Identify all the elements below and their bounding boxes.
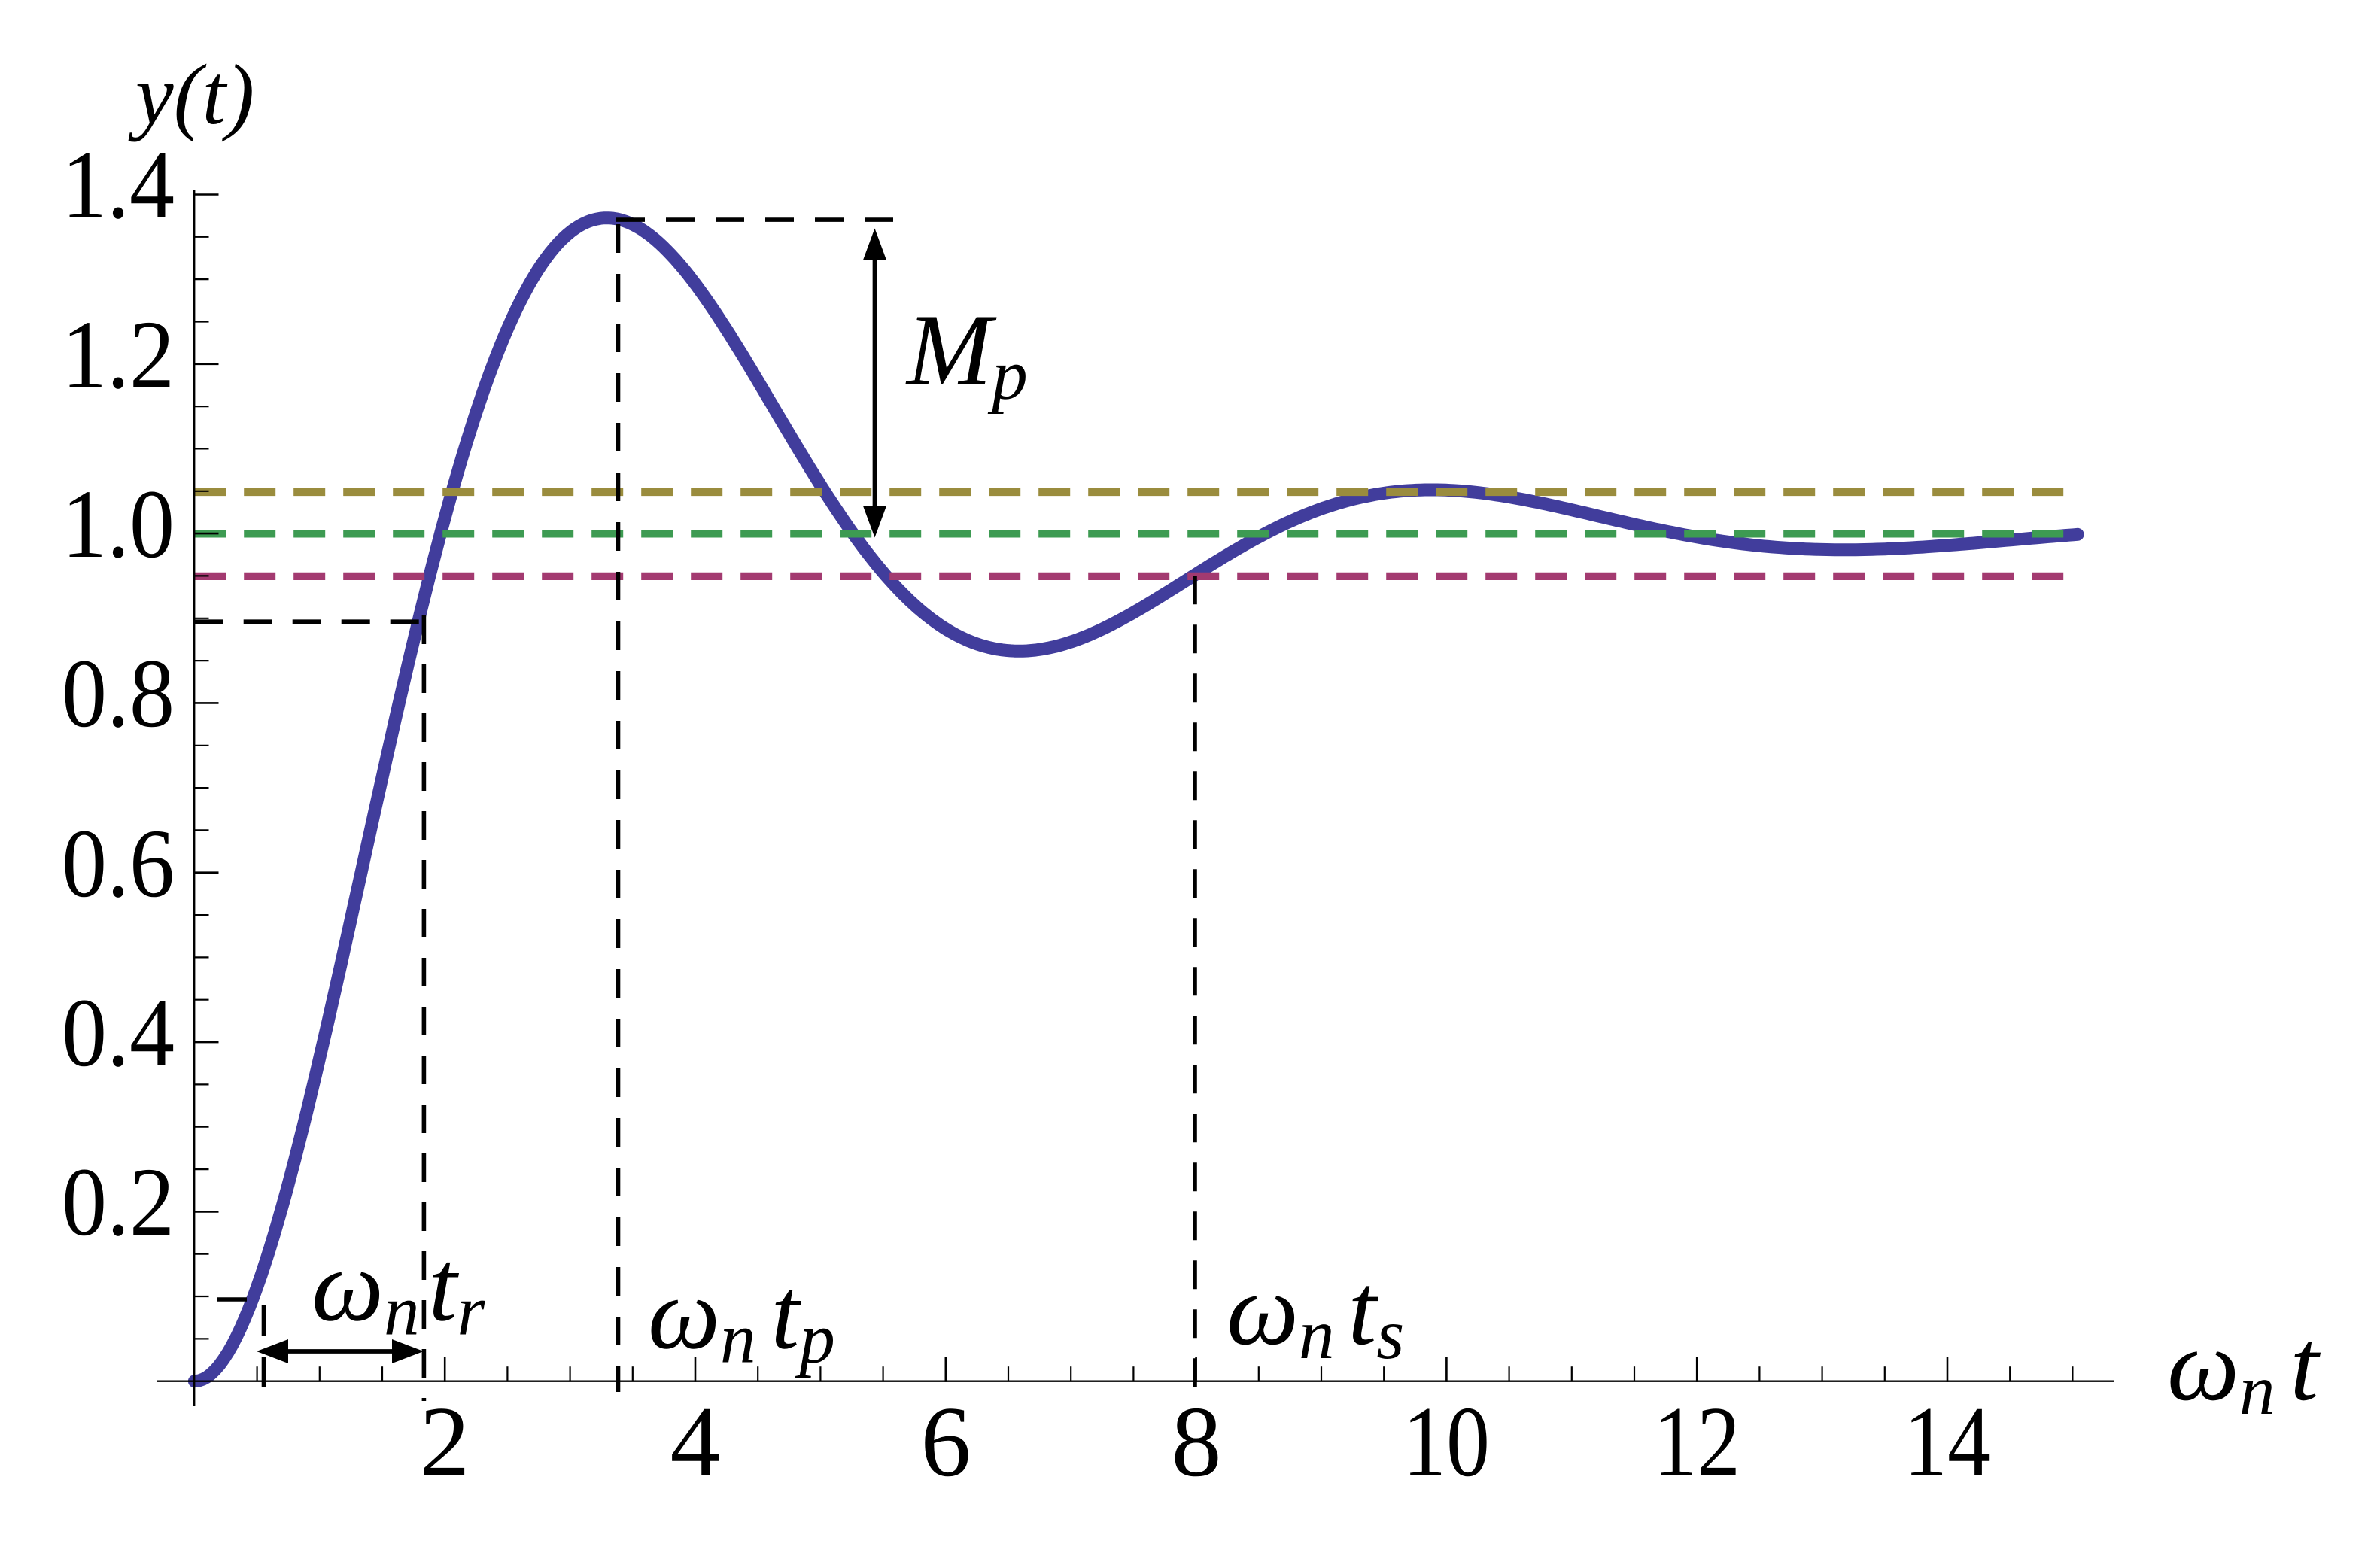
svg-text:10: 10: [1403, 1386, 1490, 1497]
svg-text:8: 8: [1172, 1386, 1222, 1497]
svg-text:6: 6: [921, 1386, 971, 1497]
svg-text:2: 2: [420, 1386, 470, 1497]
svg-text:0.4: 0.4: [62, 979, 175, 1087]
svg-text:0.6: 0.6: [62, 810, 175, 918]
svg-text:12: 12: [1653, 1386, 1740, 1497]
svg-text:0.2: 0.2: [62, 1148, 175, 1257]
svg-text:1.4: 1.4: [62, 131, 175, 239]
svg-text:y(t): y(t): [128, 47, 254, 142]
svg-text:0.8: 0.8: [62, 640, 175, 748]
svg-text:1.2: 1.2: [62, 301, 175, 409]
svg-text:4: 4: [670, 1386, 721, 1497]
svg-text:1.0: 1.0: [62, 470, 175, 579]
svg-text:14: 14: [1904, 1386, 1991, 1497]
